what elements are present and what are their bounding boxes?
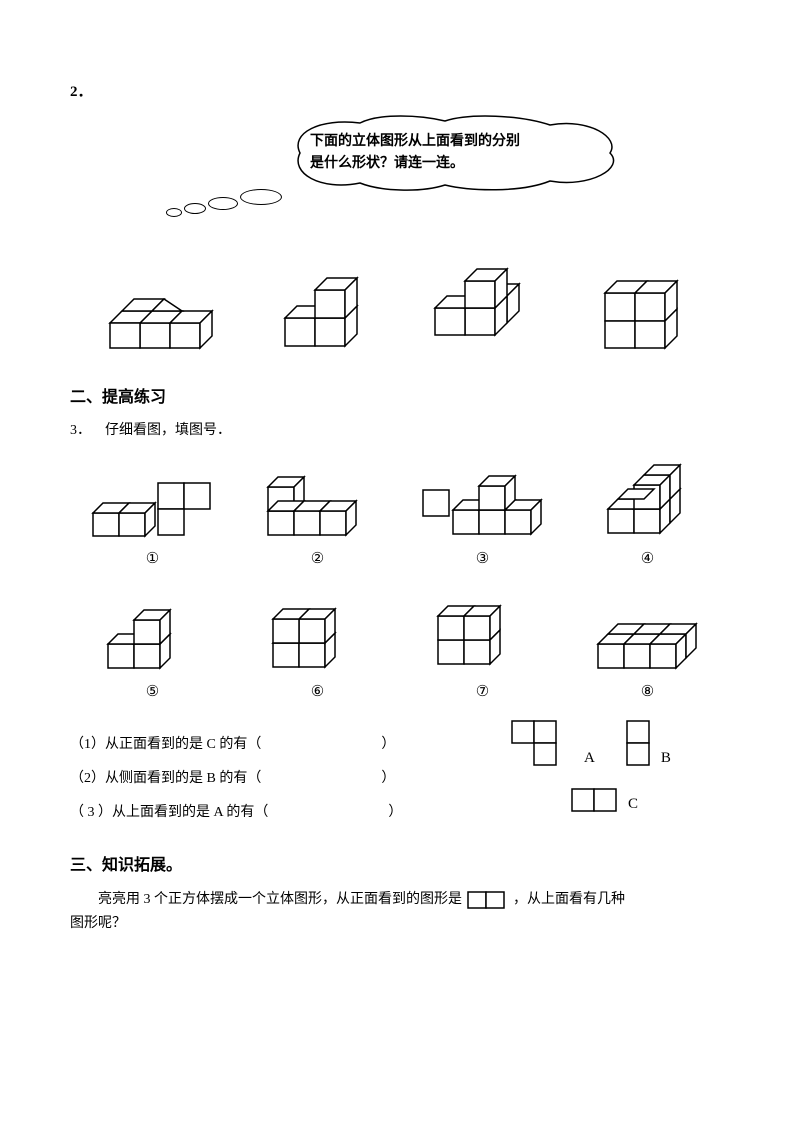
s3-t3: 图形呢？: [70, 912, 730, 932]
s3-t2: ，从上面看有几种: [513, 892, 625, 907]
label-4: ④: [578, 549, 718, 568]
shape-b-label: B: [661, 750, 671, 767]
bubble-line2: 是什么形状？请连一连。: [310, 156, 464, 171]
q3-labels-1: ① ② ③ ④: [70, 549, 730, 568]
trail-2: [208, 197, 238, 210]
q3-body: 仔细看图，填图号．: [105, 423, 231, 438]
question-2-number: 2．: [70, 80, 730, 101]
label-6: ⑥: [248, 682, 388, 701]
q3-close3: ）: [388, 805, 402, 820]
trail-4: [166, 208, 182, 217]
q2-figures-row: [70, 253, 730, 353]
q3-fig-4: [578, 453, 718, 543]
q2-cube-2: [260, 258, 380, 353]
q3-fig-2: [248, 463, 388, 543]
q2-cube-4: [590, 253, 700, 353]
q3-sub-questions: （1）从正面看到的是 C 的有（ ） （2）从侧面看到的是 B 的有（ ） （ 3 …: [70, 719, 730, 835]
q3-row-2: [70, 586, 730, 676]
q3-sub3: （ 3 ）从上面看到的是 A 的有（ ）: [70, 801, 510, 821]
shape-c-label: C: [628, 796, 638, 813]
q3-fig-8: [578, 596, 718, 676]
label-8: ⑧: [578, 682, 718, 701]
q3-sub3-text: （ 3 ）从上面看到的是 A 的有（: [70, 805, 268, 820]
trail-3: [184, 203, 206, 214]
shape-a: [510, 719, 576, 767]
q3-close1: ）: [381, 737, 395, 752]
q3-text: 3． 仔细看图，填图号．: [70, 419, 730, 439]
q3-fig-3: [413, 468, 553, 543]
q3-sub1: （1）从正面看到的是 C 的有（ ）: [70, 733, 510, 753]
bubble-text: 下面的立体图形从上面看到的分别 是什么形状？请连一连。: [310, 131, 520, 176]
shape-a-label: A: [584, 750, 595, 767]
section-3-title: 三、知识拓展。: [70, 851, 730, 875]
label-5: ⑤: [83, 682, 223, 701]
bubble-line1: 下面的立体图形从上面看到的分别: [310, 134, 520, 149]
label-3: ③: [413, 549, 553, 568]
shape-b: [625, 719, 653, 767]
shape-a-wrap: A: [510, 719, 595, 767]
section-3: 三、知识拓展。 亮亮用 3 个正方体摆成一个立体图形，从正面看到的图形是 ，从上…: [70, 851, 730, 932]
label-7: ⑦: [413, 682, 553, 701]
q2-cube-1: [100, 273, 220, 353]
q3-fig-6: [248, 591, 388, 676]
label-2: ②: [248, 549, 388, 568]
shapes-right: A B C: [510, 719, 730, 813]
s3-t1: 亮亮用 3 个正方体摆成一个立体图形，从正面看到的图形是: [98, 892, 462, 907]
section-2-title: 二、提高练习: [70, 383, 730, 407]
q3-close2: ）: [381, 771, 395, 786]
shape-b-wrap: B: [625, 719, 671, 767]
speech-bubble-area: 下面的立体图形从上面看到的分别 是什么形状？请连一连。: [190, 113, 730, 233]
q3-fig-1: [83, 468, 223, 543]
trail-1: [240, 189, 282, 205]
q3-sub2-text: （2）从侧面看到的是 B 的有（: [70, 771, 261, 786]
q3-sub2: （2）从侧面看到的是 B 的有（ ）: [70, 767, 510, 787]
shape-c-wrap: C: [570, 787, 638, 813]
s3-inline-shape: [466, 890, 510, 910]
label-1: ①: [83, 549, 223, 568]
q3-sub1-text: （1）从正面看到的是 C 的有（: [70, 737, 261, 752]
q3-fig-7: [413, 586, 553, 676]
section-3-text: 亮亮用 3 个正方体摆成一个立体图形，从正面看到的图形是 ，从上面看有几种: [70, 887, 730, 912]
q3-row-1: [70, 453, 730, 543]
q3-fig-5: [83, 596, 223, 676]
q3-labels-2: ⑤ ⑥ ⑦ ⑧: [70, 682, 730, 701]
shape-c: [570, 787, 620, 813]
q3-prefix: 3．: [70, 423, 91, 438]
q2-cube-3: [420, 253, 550, 353]
